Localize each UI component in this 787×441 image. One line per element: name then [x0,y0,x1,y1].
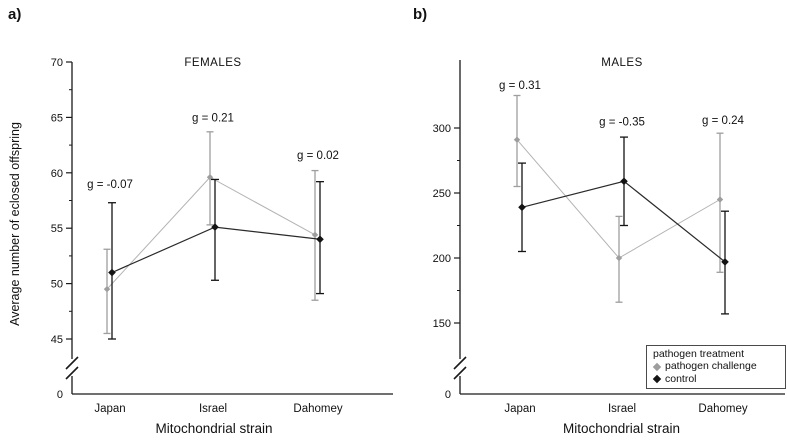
series-pathogen-challenge [103,131,319,335]
effect-size-annotation: g = -0.35 [599,117,645,129]
x-category-label: Japan [504,403,535,415]
y-axis-break-icon [453,356,467,380]
series-line [106,176,316,290]
y-tick-label-zero: 0 [57,389,63,401]
y-tick-label: 65 [51,112,63,124]
y-tick-label: 55 [51,223,63,235]
data-point [316,235,324,244]
series-control [518,136,729,315]
x-category-label: Israel [608,403,636,415]
legend-entry-label: pathogen challenge [665,360,757,373]
data-point [716,196,724,203]
legend-entry-pathogen-challenge: pathogen challenge [652,360,782,373]
legend: pathogen treatment pathogen challenge co… [646,345,786,390]
data-point [108,268,116,277]
y-axis-label: Average number of eclosed offspring [8,122,22,326]
y-axis-ticks: 150 200 250 300 0 [433,123,460,401]
data-point [615,254,623,262]
legend-entry-label: control [665,372,697,385]
panel-a: 45 50 55 60 65 70 0 Japan Israel Dahomey Mitochond… [51,57,393,436]
effect-size-annotation: g = 0.02 [297,150,339,162]
legend-entry-control: control [652,372,782,385]
data-point [518,203,526,212]
y-tick-label: 300 [433,123,451,135]
panel-label-a: a) [8,6,22,23]
panel-title: MALES [601,57,643,69]
y-tick-label: 50 [51,279,63,291]
error-bar [716,132,724,273]
x-axis-label: Mitochondrial strain [155,421,272,436]
y-tick-label: 60 [51,168,63,180]
y-tick-label: 150 [433,318,451,330]
y-tick-label-zero: 0 [445,389,451,401]
effect-size-annotation: g = -0.07 [87,179,133,191]
legend-title: pathogen treatment [653,348,745,360]
data-point [103,285,111,293]
y-tick-label: 45 [51,334,63,346]
x-axis-label: Mitochondrial strain [563,421,680,436]
panel-title: FEMALES [184,57,241,69]
data-point [206,174,214,181]
axes [459,60,785,395]
data-point [620,177,628,186]
y-axis-ticks: 45 50 55 60 65 70 0 [51,57,72,401]
data-point [513,136,521,143]
pathogen-challenge-marker-icon [652,362,662,371]
effect-size-annotation: g = 0.21 [192,112,234,124]
y-tick-label: 70 [51,57,63,69]
series-pathogen-challenge [513,94,724,303]
axes [71,62,393,395]
data-point [311,231,319,239]
data-point [211,223,219,231]
y-tick-label: 200 [433,253,451,265]
data-point [721,258,729,266]
y-axis-break-icon [65,356,79,380]
x-category-label: Japan [94,403,125,415]
panel-b: 150 200 250 300 0 Japan Israel Dahomey Mitochond… [433,57,785,436]
x-category-label: Israel [199,403,227,415]
y-tick-label: 250 [433,188,451,200]
effect-size-annotation: g = 0.31 [499,80,541,92]
control-marker-icon [652,374,662,384]
series-control [108,178,324,340]
panel-label-b: b) [413,6,428,23]
x-category-label: Dahomey [698,403,747,415]
effect-size-annotation: g = 0.24 [702,115,744,127]
x-category-label: Dahomey [293,403,342,415]
